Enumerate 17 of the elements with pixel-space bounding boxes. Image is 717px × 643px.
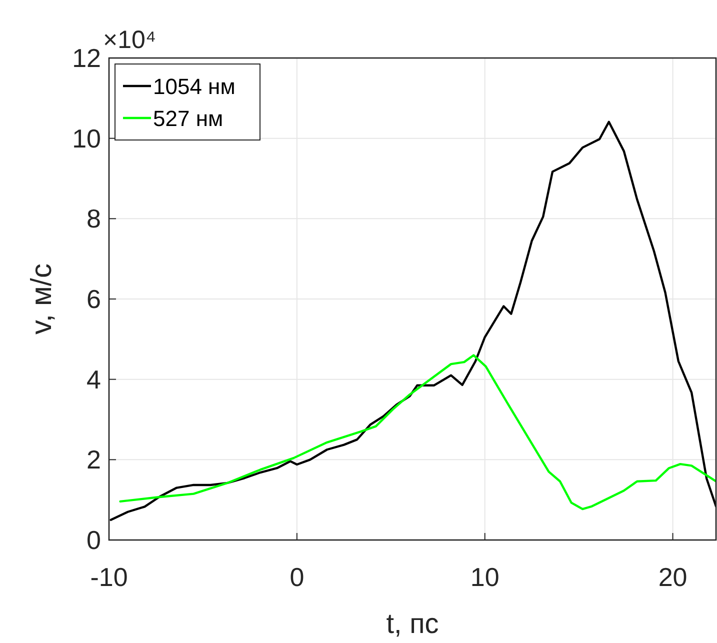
y-axis-title: v, м/с	[26, 264, 58, 334]
y-tick-label: 6	[86, 284, 101, 314]
text: ×10⁴	[103, 26, 156, 54]
line-series	[119, 354, 716, 510]
y-tick-label: 2	[86, 444, 101, 475]
legend-label: 527 нм	[153, 106, 224, 131]
x-tick-label: -10	[90, 562, 128, 592]
x-tick-label: 20	[658, 562, 688, 592]
y-tick-label: 12	[72, 43, 101, 73]
y-tick-label: 10	[72, 123, 101, 154]
y-tick-label: 4	[86, 364, 101, 394]
y-tick-label: 8	[86, 204, 101, 234]
y-tick-label: 0	[86, 525, 101, 555]
x-tick-label: 10	[470, 562, 500, 592]
x-tick-label: 0	[290, 562, 304, 592]
x-axis-title: t, пс	[386, 608, 439, 639]
legend-label: 1054 нм	[153, 74, 236, 99]
